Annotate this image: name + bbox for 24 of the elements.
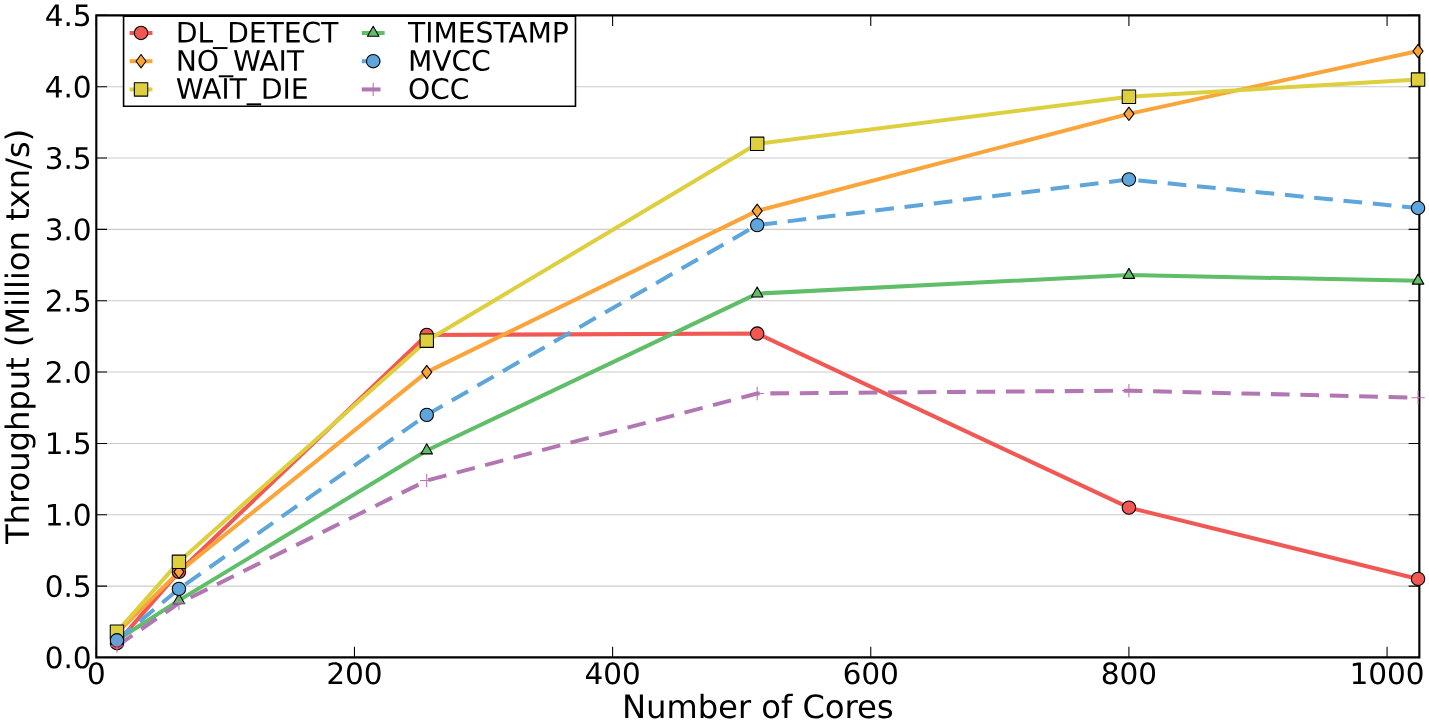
y-tick-label: 1.0 — [47, 503, 90, 526]
y-tick-label: 2.5 — [46, 289, 89, 312]
y-tick-label: 4.0 — [46, 75, 90, 98]
y-axis-title: Throughput (Million txn/s) — [4, 131, 36, 545]
y-tick-label: 4.5 — [46, 4, 89, 27]
y-tick-label: 3.5 — [47, 146, 89, 170]
legend-label: DL_DETECT — [178, 21, 339, 50]
x-tick-label: 800 — [1102, 662, 1156, 685]
y-tick-label: 0.0 — [46, 646, 90, 669]
legend-label: WAIT_DIE — [176, 78, 307, 106]
x-tick-label: 0 — [88, 662, 104, 685]
y-tick-label: 2.0 — [46, 360, 90, 384]
x-tick-label: 200 — [328, 662, 381, 685]
y-tick-label: 1.5 — [47, 432, 89, 455]
legend-label: NO_WAIT — [178, 49, 305, 78]
x-tick-label: 400 — [585, 662, 639, 685]
x-tick-label: 600 — [844, 662, 897, 685]
y-tick-label: 0.5 — [46, 574, 89, 598]
legend-label: MVCC — [410, 49, 490, 72]
x-axis-title: Number of Cores — [625, 693, 892, 719]
y-tick-label: 3.0 — [47, 218, 90, 241]
legend-label: TIMESTAMP — [407, 21, 568, 43]
x-tick-label: 1000 — [1352, 662, 1423, 685]
legend-label: OCC — [409, 78, 468, 100]
